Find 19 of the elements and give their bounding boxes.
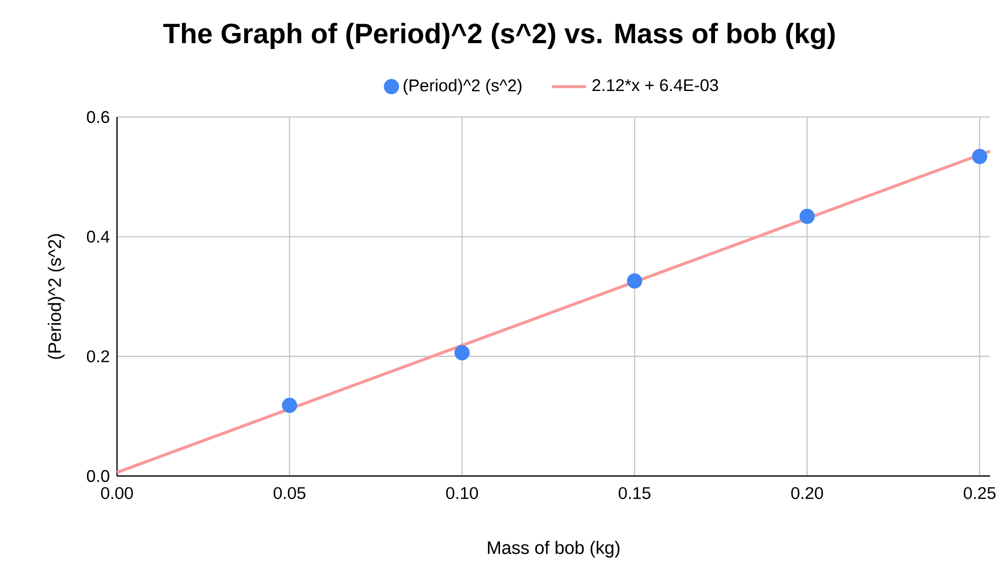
legend-label: (Period)^2 (s^2) <box>404 78 522 95</box>
x-tick-label: 0.15 <box>618 487 650 500</box>
y-tick-label: 0.2 <box>86 350 110 362</box>
chart-title: The Graph of (Period)^2 (s^2) vs. Mass of bob (kg) <box>163 22 835 50</box>
point <box>282 398 298 413</box>
point <box>627 273 642 289</box>
y-tick-label: 0.0 <box>86 470 110 482</box>
y-tick-label: 0.4 <box>86 230 110 243</box>
point <box>800 208 815 224</box>
x-tick-label: 0.05 <box>274 487 306 500</box>
point <box>454 345 470 360</box>
x-tick-label: 0.10 <box>446 487 478 500</box>
x-tick-label: 0.25 <box>964 487 996 500</box>
x-tick-label: 0.00 <box>101 487 133 500</box>
y-axis-title: (Period)^2 (s^2) <box>48 234 65 359</box>
y-tick-label: 0.6 <box>86 110 110 124</box>
x-axis-title: Mass of bob (kg) <box>488 540 620 558</box>
x-tick-label: 0.20 <box>791 487 823 500</box>
legend-label: 2.12*x + 6.4E-03 <box>592 79 718 92</box>
